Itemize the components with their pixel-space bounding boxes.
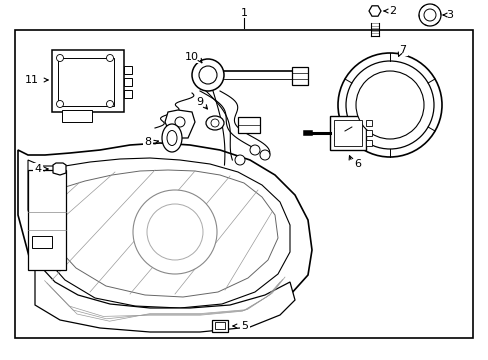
Bar xyxy=(212,320,227,332)
Text: 5: 5 xyxy=(241,321,248,331)
Circle shape xyxy=(423,9,435,21)
Text: 7: 7 xyxy=(399,45,406,55)
Polygon shape xyxy=(18,143,311,320)
Bar xyxy=(62,110,92,122)
Circle shape xyxy=(106,54,113,62)
Text: 8: 8 xyxy=(144,137,151,147)
Circle shape xyxy=(57,54,63,62)
Bar xyxy=(215,322,224,329)
Bar xyxy=(365,140,371,146)
Text: 4: 4 xyxy=(34,164,41,174)
Text: 10: 10 xyxy=(184,52,199,62)
Text: 6: 6 xyxy=(354,159,361,169)
Circle shape xyxy=(175,117,184,127)
Text: 11: 11 xyxy=(25,75,39,85)
Bar xyxy=(333,120,361,146)
Text: 2: 2 xyxy=(388,6,396,16)
Bar xyxy=(238,117,260,133)
Bar xyxy=(329,116,365,150)
Circle shape xyxy=(210,119,219,127)
Circle shape xyxy=(57,100,63,108)
Bar xyxy=(291,67,307,85)
Circle shape xyxy=(106,100,113,108)
Circle shape xyxy=(260,150,269,160)
Circle shape xyxy=(133,190,217,274)
Bar xyxy=(32,236,52,248)
Circle shape xyxy=(418,4,440,26)
Bar xyxy=(124,78,132,86)
Circle shape xyxy=(355,71,423,139)
Circle shape xyxy=(346,61,433,149)
Polygon shape xyxy=(28,158,289,308)
Circle shape xyxy=(192,59,224,91)
Polygon shape xyxy=(164,110,195,138)
Circle shape xyxy=(199,66,217,84)
Bar xyxy=(28,170,66,270)
Bar xyxy=(365,130,371,136)
Circle shape xyxy=(147,204,203,260)
Text: 9: 9 xyxy=(196,97,203,107)
Bar xyxy=(365,120,371,126)
Bar xyxy=(58,58,114,106)
Circle shape xyxy=(337,53,441,157)
Polygon shape xyxy=(35,268,294,332)
Text: 3: 3 xyxy=(446,10,452,20)
Bar xyxy=(124,90,132,98)
Ellipse shape xyxy=(205,116,224,130)
Text: 1: 1 xyxy=(240,8,247,18)
Bar xyxy=(15,30,472,338)
Polygon shape xyxy=(53,163,66,175)
Bar xyxy=(52,50,124,112)
Ellipse shape xyxy=(167,130,177,145)
Ellipse shape xyxy=(162,124,182,152)
Circle shape xyxy=(249,145,260,155)
Circle shape xyxy=(235,155,244,165)
Polygon shape xyxy=(38,168,278,297)
Bar xyxy=(124,66,132,74)
